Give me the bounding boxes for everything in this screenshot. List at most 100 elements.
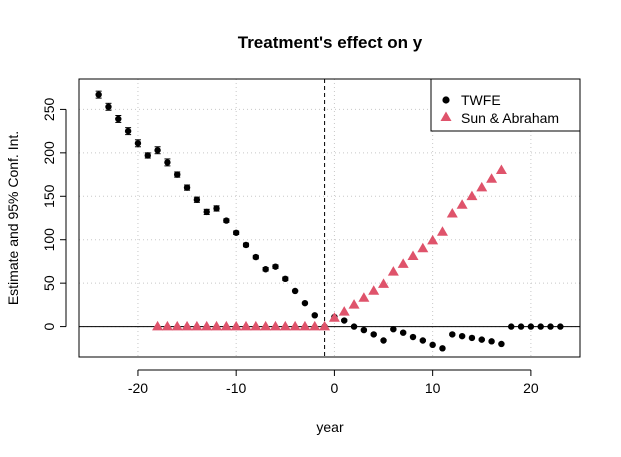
data-point-sun-abraham [407, 250, 419, 261]
data-point-sun-abraham [495, 164, 507, 175]
data-point-sun-abraham [476, 181, 488, 192]
data-point-twfe [350, 323, 358, 330]
data-point-twfe [341, 317, 348, 324]
data-point-twfe [390, 326, 397, 333]
y-tick-label: 200 [41, 141, 57, 165]
x-tick-label: 20 [523, 380, 539, 396]
data-point-twfe [508, 323, 515, 330]
data-point-twfe [468, 334, 476, 342]
data-point-twfe [360, 326, 368, 334]
data-point-twfe [370, 331, 377, 338]
data-point-sun-abraham [152, 320, 164, 331]
data-point-sun-abraham [161, 320, 173, 331]
data-point-sun-abraham [378, 278, 390, 288]
data-point-twfe [380, 337, 387, 344]
chart-title: Treatment's effect on y [238, 33, 423, 52]
data-point-twfe [183, 184, 191, 191]
data-point-sun-abraham [368, 285, 380, 295]
data-point-twfe [223, 217, 230, 224]
data-point-twfe [193, 196, 201, 203]
data-point-sun-abraham [289, 320, 301, 331]
data-point-twfe [291, 287, 299, 295]
data-point-twfe [517, 323, 525, 330]
data-point-sun-abraham [171, 320, 183, 331]
data-layer [95, 90, 564, 352]
y-tick-label: 150 [41, 184, 57, 208]
legend-box [430, 78, 581, 132]
data-point-sun-abraham [220, 320, 232, 331]
data-point-twfe [115, 115, 122, 123]
data-point-sun-abraham [250, 320, 262, 331]
data-point-sun-abraham [269, 320, 281, 331]
x-axis-label: year [316, 419, 344, 435]
data-point-sun-abraham [211, 320, 223, 331]
data-point-twfe [547, 323, 554, 330]
data-point-twfe [105, 103, 112, 111]
data-point-twfe [252, 253, 260, 261]
data-point-twfe [429, 341, 436, 349]
data-point-twfe [164, 159, 171, 166]
data-point-twfe [232, 229, 240, 236]
data-point-sun-abraham [279, 320, 291, 331]
data-point-twfe [242, 241, 250, 249]
data-point-sun-abraham [427, 234, 439, 245]
plot-frame [78, 78, 581, 358]
data-point-twfe [409, 333, 417, 341]
data-point-sun-abraham [348, 299, 360, 309]
data-point-twfe [272, 263, 279, 270]
legend-label-sun-abraham: Sun & Abraham [461, 110, 559, 126]
y-axis-label: Estimate and 95% Conf. Int. [5, 131, 21, 305]
data-point-twfe [134, 140, 142, 147]
data-point-sun-abraham [436, 226, 448, 236]
data-point-sun-abraham [338, 306, 350, 316]
reference-lines [79, 79, 580, 357]
data-point-sun-abraham [417, 242, 429, 253]
legend: TWFE Sun & Abraham [430, 78, 581, 132]
data-point-sun-abraham [456, 199, 468, 209]
data-point-twfe [537, 323, 544, 330]
legend-label-twfe: TWFE [461, 92, 501, 108]
data-point-twfe [203, 208, 210, 216]
data-point-twfe [488, 338, 495, 345]
data-point-twfe [311, 312, 318, 319]
y-tick-label: 250 [41, 98, 57, 122]
data-point-twfe [124, 127, 132, 135]
data-point-twfe [449, 331, 456, 338]
data-point-twfe [213, 205, 220, 212]
data-point-twfe [458, 332, 466, 340]
data-point-sun-abraham [387, 266, 399, 276]
data-point-sun-abraham [309, 320, 321, 331]
x-tick-label: -10 [226, 380, 246, 396]
data-point-twfe [478, 336, 485, 343]
data-point-twfe [301, 299, 309, 307]
data-point-twfe [439, 345, 446, 352]
data-point-sun-abraham [319, 320, 331, 331]
data-point-twfe [282, 275, 289, 283]
data-point-sun-abraham [328, 312, 340, 322]
x-tick-label: -20 [128, 380, 148, 396]
data-point-twfe [557, 323, 564, 330]
data-point-sun-abraham [446, 207, 458, 218]
data-point-twfe [174, 171, 181, 178]
data-point-twfe [154, 147, 161, 154]
data-point-twfe [262, 266, 269, 273]
y-tick-label: 0 [41, 322, 57, 330]
y-tick-label: 100 [41, 228, 57, 252]
data-point-sun-abraham [201, 320, 213, 331]
data-point-sun-abraham [240, 320, 252, 331]
legend-marker-twfe [442, 96, 450, 104]
x-tick-label: 10 [425, 380, 441, 396]
legend-marker-sun-abraham [440, 111, 452, 121]
data-point-twfe [95, 91, 102, 98]
data-point-sun-abraham [260, 320, 272, 331]
data-point-sun-abraham [358, 292, 370, 302]
data-point-twfe [399, 329, 407, 336]
data-point-sun-abraham [397, 258, 409, 268]
data-point-sun-abraham [230, 320, 242, 331]
y-tick-label: 50 [41, 275, 57, 291]
data-point-twfe [419, 337, 427, 344]
data-point-sun-abraham [191, 320, 203, 331]
data-point-sun-abraham [299, 320, 311, 331]
